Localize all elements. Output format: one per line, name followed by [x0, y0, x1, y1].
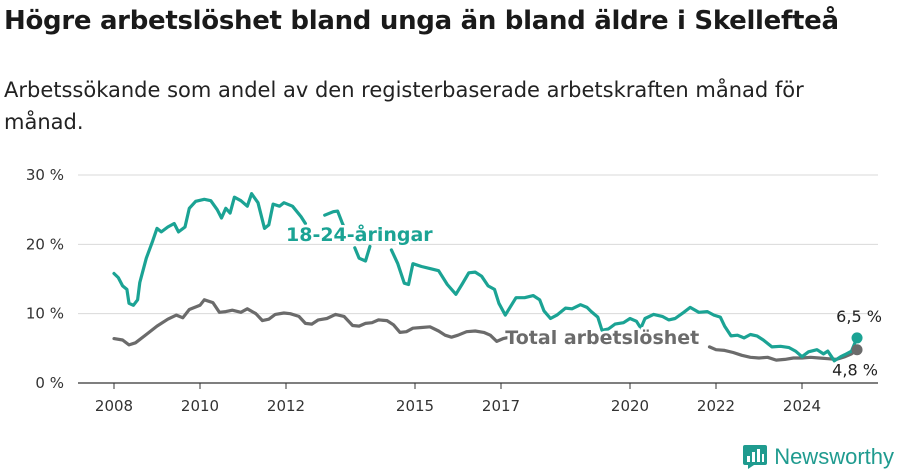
newsworthy-logo-icon — [743, 445, 768, 469]
series-line-youth — [323, 209, 346, 229]
series-line-youth — [112, 192, 307, 307]
series-label-youth: 18-24-åringar — [286, 222, 433, 246]
x-tick-label: 2010 — [181, 397, 219, 415]
x-tick-label: 2022 — [697, 397, 735, 415]
x-tick-label: 2015 — [396, 397, 434, 415]
end-label-youth: 6,5 % — [836, 307, 882, 326]
end-label-total: 4,8 % — [832, 361, 878, 380]
end-point-youth — [851, 332, 863, 344]
brand-logo[interactable]: Newsworthy — [742, 444, 894, 470]
end-point-total — [851, 344, 863, 356]
y-tick-label: 0 % — [35, 374, 64, 392]
series-label-total: Total arbetslöshet — [505, 327, 699, 349]
series-line-youth — [353, 244, 372, 263]
series-line-total — [112, 298, 527, 347]
brand-name: Newsworthy — [774, 444, 894, 469]
y-tick-label: 20 % — [26, 235, 64, 253]
series-line-total — [707, 345, 859, 362]
y-tick-label: 30 % — [26, 166, 64, 184]
x-tick-label: 2012 — [267, 397, 305, 415]
series-line-youth — [389, 248, 859, 363]
y-tick-label: 10 % — [26, 305, 64, 323]
x-tick-label: 2008 — [95, 397, 133, 415]
x-tick-label: 2020 — [611, 397, 649, 415]
x-tick-label: 2024 — [783, 397, 821, 415]
page-subtitle: Arbetssökande som andel av den registerb… — [4, 78, 804, 134]
x-tick-label: 2017 — [482, 397, 520, 415]
page-title: Högre arbetslöshet bland unga än bland ä… — [4, 6, 839, 36]
